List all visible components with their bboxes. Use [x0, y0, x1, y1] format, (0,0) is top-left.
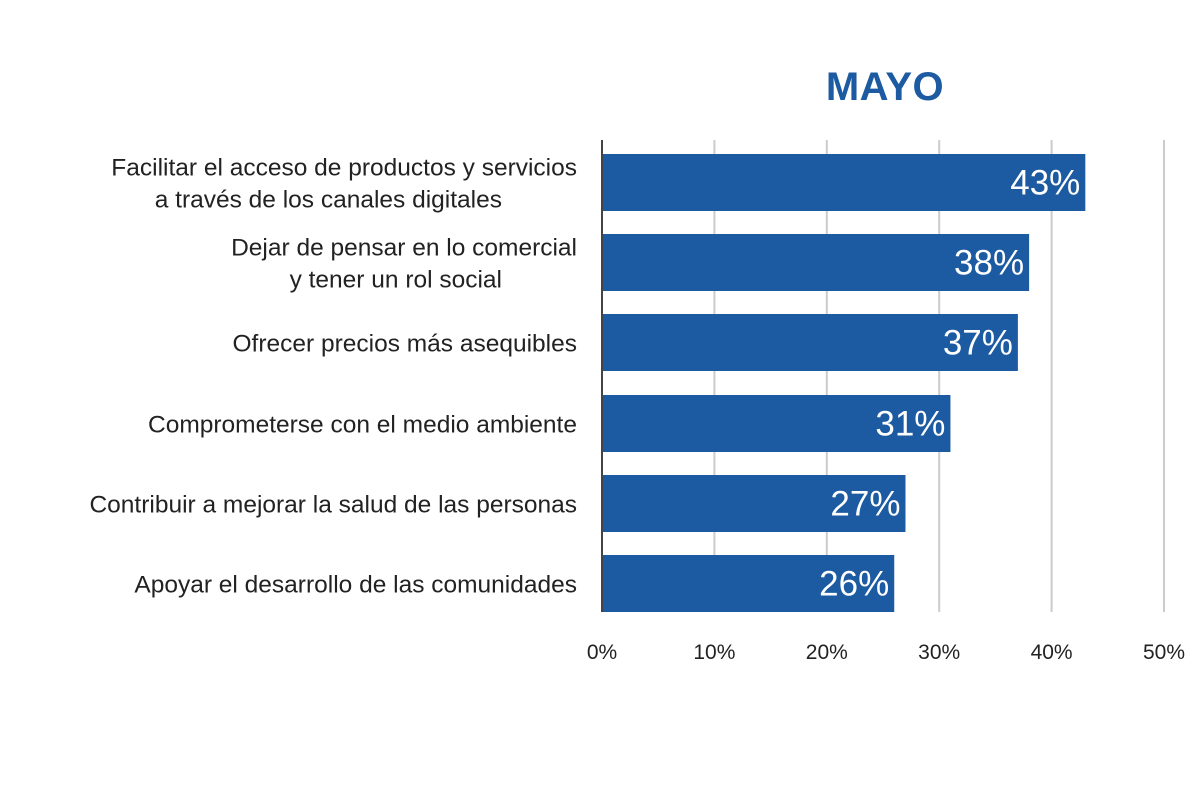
- bar-5: [602, 555, 895, 612]
- category-label-3-0: Comprometerse con el medio ambiente: [148, 412, 577, 439]
- category-label-1-0: Dejar de pensar en lo comercial: [231, 235, 577, 262]
- x-tick-label-40: 40%: [1031, 641, 1073, 664]
- bar-3: [602, 395, 951, 452]
- value-label-5: 26%: [819, 565, 889, 604]
- bar-0: [602, 154, 1086, 211]
- value-label-2: 37%: [943, 324, 1013, 363]
- category-label-0-1: a través de los canales digitales: [155, 187, 502, 214]
- chart-title: MAYO: [826, 65, 944, 109]
- category-label-5-0: Apoyar el desarrollo de las comunidades: [134, 572, 577, 599]
- category-label-0-0: Facilitar el acceso de productos y servi…: [111, 155, 577, 182]
- value-label-0: 43%: [1010, 164, 1080, 203]
- x-tick-label-30: 30%: [918, 641, 960, 664]
- category-label-2-0: Ofrecer precios más asequibles: [232, 331, 577, 358]
- bar-4: [602, 475, 906, 532]
- category-label-4-0: Contribuir a mejorar la salud de las per…: [89, 492, 577, 519]
- bar-2: [602, 314, 1018, 371]
- bar-1: [602, 234, 1030, 291]
- x-tick-label-50: 50%: [1143, 641, 1185, 664]
- category-label-1-1: y tener un rol social: [290, 267, 502, 294]
- value-label-3: 31%: [875, 405, 945, 444]
- x-tick-label-10: 10%: [693, 641, 735, 664]
- value-label-1: 38%: [954, 244, 1024, 283]
- value-label-4: 27%: [830, 485, 900, 524]
- x-tick-label-0: 0%: [587, 641, 617, 664]
- x-tick-label-20: 20%: [806, 641, 848, 664]
